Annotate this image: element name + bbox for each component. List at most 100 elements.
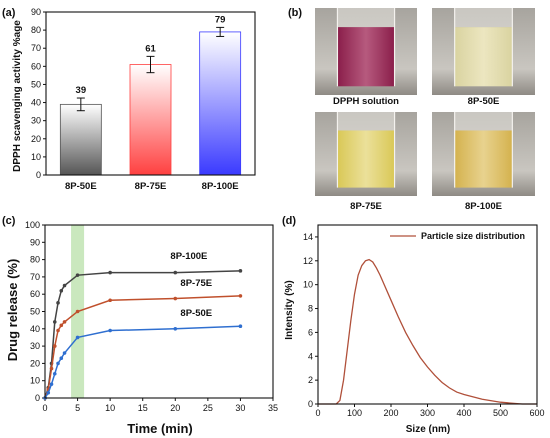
size-ytick-label: 0 [308,399,313,409]
tube-liquid [454,130,513,188]
photo-caption: DPPH solution [333,96,399,107]
release-xtick-label: 0 [42,403,47,413]
release-point [173,327,178,331]
release-point [59,288,64,293]
bar-value-label: 39 [76,85,87,96]
panel-label-d: (d) [282,215,296,227]
release-point [62,283,67,288]
release-point [52,371,57,376]
panel-label-c: (c) [2,215,16,227]
vial-photo [315,112,417,196]
bar-ytick-label: 30 [31,116,41,126]
bar-ytick-label: 0 [36,170,41,180]
release-ytick-label: 60 [30,289,40,299]
release-ytick-label: 0 [35,393,40,403]
release-point [59,356,64,361]
tube-liquid [454,27,513,87]
release-ytick-label: 100 [25,220,40,230]
release-point [75,273,80,277]
release-point [173,270,178,275]
size-xtick-label: 100 [347,408,362,418]
release-xtick-label: 5 [75,403,80,413]
release-point [56,328,60,333]
size-xtick-label: 300 [420,408,435,418]
release-point [108,328,112,333]
panel-label-a: (a) [2,7,16,19]
photo-caption: 8P-100E [465,201,502,212]
release-point [46,391,51,395]
size-ytick-label: 12 [303,256,313,266]
size-xtick-label: 400 [456,408,471,418]
release-point [75,335,80,340]
size-xtick-label: 600 [529,408,544,418]
bar-8P-100E [199,31,242,176]
drug-release-frame [44,224,274,399]
bar-ytick-label: 40 [31,98,41,108]
release-point [49,366,54,371]
bar-ytick-label: 20 [31,134,41,144]
release-point [52,344,57,348]
vial-photo [315,8,417,95]
vial-photo [432,8,535,95]
panel-label-b: (b) [288,7,302,19]
release-point [62,351,67,355]
bar-chart-ylabel: DPPH scavenging activity %age [12,20,23,172]
photo-caption: 8P-75E [350,201,382,212]
size-xtick-label: 500 [493,408,508,418]
release-xtick-label: 15 [138,403,148,413]
release-point [238,269,243,273]
release-point [108,298,112,303]
size-ytick-label: 2 [308,375,313,385]
drug-release-ylabel: Drug release (%) [5,259,20,362]
size-ytick-label: 8 [308,304,313,314]
release-point [75,309,80,314]
release-point [173,296,178,301]
bar-ytick-label: 90 [31,7,41,17]
bar-category-label: 8P-50E [65,181,97,192]
release-xtick-label: 35 [268,403,278,413]
bar-category-label: 8P-75E [135,181,167,192]
release-point [238,294,243,298]
size-ytick-label: 6 [308,327,313,337]
release-ytick-label: 10 [30,376,40,386]
size-ytick-label: 14 [303,232,313,242]
release-point [52,320,57,324]
tube-liquid [337,130,395,188]
release-xtick-label: 10 [105,403,115,413]
size-xtick-label: 0 [315,408,320,418]
release-ytick-label: 40 [30,324,40,334]
release-point [59,323,64,328]
release-point [56,301,60,305]
tube-glass [454,8,513,28]
release-series-label: 8P-50E [180,308,212,319]
size-ytick-label: 10 [303,280,313,290]
bar-value-label: 79 [215,14,226,25]
photo-panel: DPPH solution 8P-50E 8P-75E 8P-100E [315,8,535,212]
bar-ytick-label: 10 [31,152,41,162]
release-xtick-label: 30 [235,403,245,413]
release-xtick-label: 20 [170,403,180,413]
legend-label: Particle size distribution [421,231,525,241]
release-xtick-label: 25 [203,403,213,413]
release-ytick-label: 20 [30,358,40,368]
release-point [62,320,67,324]
bar-ytick-label: 80 [31,25,41,35]
release-point [49,382,54,386]
release-series-label: 8P-100E [170,251,207,262]
tube-glass [454,112,513,131]
tube-glass [337,8,395,28]
release-series-label: 8P-75E [180,278,212,289]
size-distribution-panel: Intensity (%) Size (nm) 0 2 4 6 8 10 12 14 0 100 2… [284,224,545,435]
bar-8P-75E [129,64,172,176]
release-ytick-label: 50 [30,307,40,317]
tube-liquid [337,27,395,87]
release-ytick-label: 30 [30,341,40,351]
size-xtick-label: 200 [383,408,398,418]
release-ytick-label: 70 [30,272,40,282]
bar-chart-frame [45,11,256,176]
size-dist-xlabel: Size (nm) [406,424,450,435]
release-point [108,270,112,275]
drug-release-panel: Drug release (%) Time (min) 010203040506… [5,220,278,436]
bar-ytick-label: 50 [31,79,41,89]
